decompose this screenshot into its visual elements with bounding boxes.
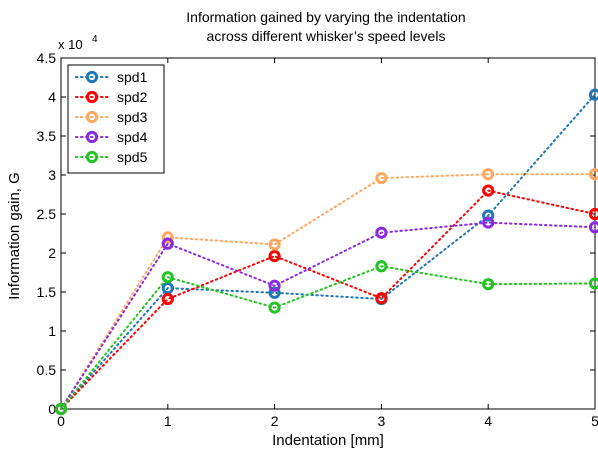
y-exponent-label: x 10 4 — [58, 34, 98, 52]
data-point-spd1 — [588, 88, 598, 101]
axes-frame — [60, 57, 596, 410]
y-tick-label: 0 — [48, 401, 56, 417]
y-axis-label: Information gain, G — [6, 172, 23, 300]
legend-marker-spd5 — [85, 150, 99, 164]
legend-label-spd4: spd4 — [117, 129, 148, 145]
y-tick-label: 1.5 — [37, 284, 57, 300]
data-point-spd1 — [268, 286, 281, 299]
data-point-spd4 — [268, 279, 281, 292]
data-point-spd3 — [161, 231, 174, 244]
data-point-spd5 — [482, 278, 495, 291]
legend-marker-spd1 — [85, 70, 99, 84]
y-tick-label: 3 — [48, 167, 56, 183]
x-tick-label: 4 — [484, 413, 492, 429]
y-tick-label: 4.5 — [37, 50, 57, 66]
data-point-spd4 — [375, 226, 388, 239]
data-point-spd3 — [482, 168, 495, 181]
legend-marker-spd2 — [85, 90, 99, 104]
x-tick-label: 5 — [591, 413, 598, 429]
series-line-spd1 — [60, 93, 596, 410]
data-point-spd2 — [268, 250, 281, 263]
data-point-spd5 — [54, 402, 68, 416]
x-tick-label: 0 — [57, 413, 65, 429]
series-line-spd4 — [60, 221, 596, 410]
data-point-spd3 — [268, 238, 281, 251]
y-tick-label: 0.5 — [37, 362, 57, 378]
legend-label-spd1: spd1 — [117, 69, 148, 85]
data-point-spd2 — [588, 207, 598, 221]
legend-marker-spd4 — [85, 130, 99, 144]
data-point-spd2 — [375, 292, 388, 305]
legend-label-spd5: spd5 — [117, 149, 148, 165]
x-tick-label: 2 — [271, 413, 279, 429]
series-line-spd2 — [60, 189, 596, 410]
legend-marker-spd3 — [85, 110, 99, 124]
data-point-spd2 — [161, 292, 174, 306]
data-point-spd1 — [161, 282, 174, 295]
chart-title-line-2: across different whisker’s speed levels — [207, 28, 446, 44]
data-point-spd5 — [375, 260, 388, 273]
y-tick-label: 2.5 — [37, 206, 57, 222]
data-point-spd5 — [268, 301, 281, 314]
y-tick-label: 3.5 — [37, 128, 57, 144]
series-line-spd5 — [60, 265, 596, 410]
legend-box — [67, 64, 165, 174]
y-tick-label: 4 — [48, 89, 56, 105]
x-tick-label: 3 — [378, 413, 386, 429]
data-point-spd5 — [588, 277, 598, 290]
legend-label-spd3: spd3 — [117, 109, 148, 125]
data-point-spd3 — [375, 172, 388, 185]
series-line-spd3 — [60, 173, 596, 410]
y-tick-label: 2 — [48, 245, 56, 261]
data-point-spd5 — [161, 271, 174, 284]
data-point-spd4 — [161, 237, 174, 250]
data-point-spd4 — [482, 216, 495, 229]
data-point-spd4 — [588, 221, 598, 234]
chart-title-line-1: Information gained by varying the indent… — [186, 9, 465, 25]
y-exponent-power: 4 — [92, 34, 98, 45]
x-axis-label: Indentation [mm] — [272, 432, 384, 449]
data-point-spd2 — [482, 184, 495, 197]
plot-area: 0 1 2 3 4 5 0 0.5 1 1.5 2 2.5 3 3.5 4 4.5 spd1 spd2 spd3 sp… — [37, 50, 598, 429]
y-exponent-base: x 10 — [58, 37, 83, 52]
y-tick-label: 1 — [48, 323, 56, 339]
legend-label-spd2: spd2 — [117, 89, 148, 105]
x-tick-label: 1 — [164, 413, 172, 429]
data-point-spd1 — [482, 209, 495, 222]
data-point-spd3 — [588, 168, 598, 181]
